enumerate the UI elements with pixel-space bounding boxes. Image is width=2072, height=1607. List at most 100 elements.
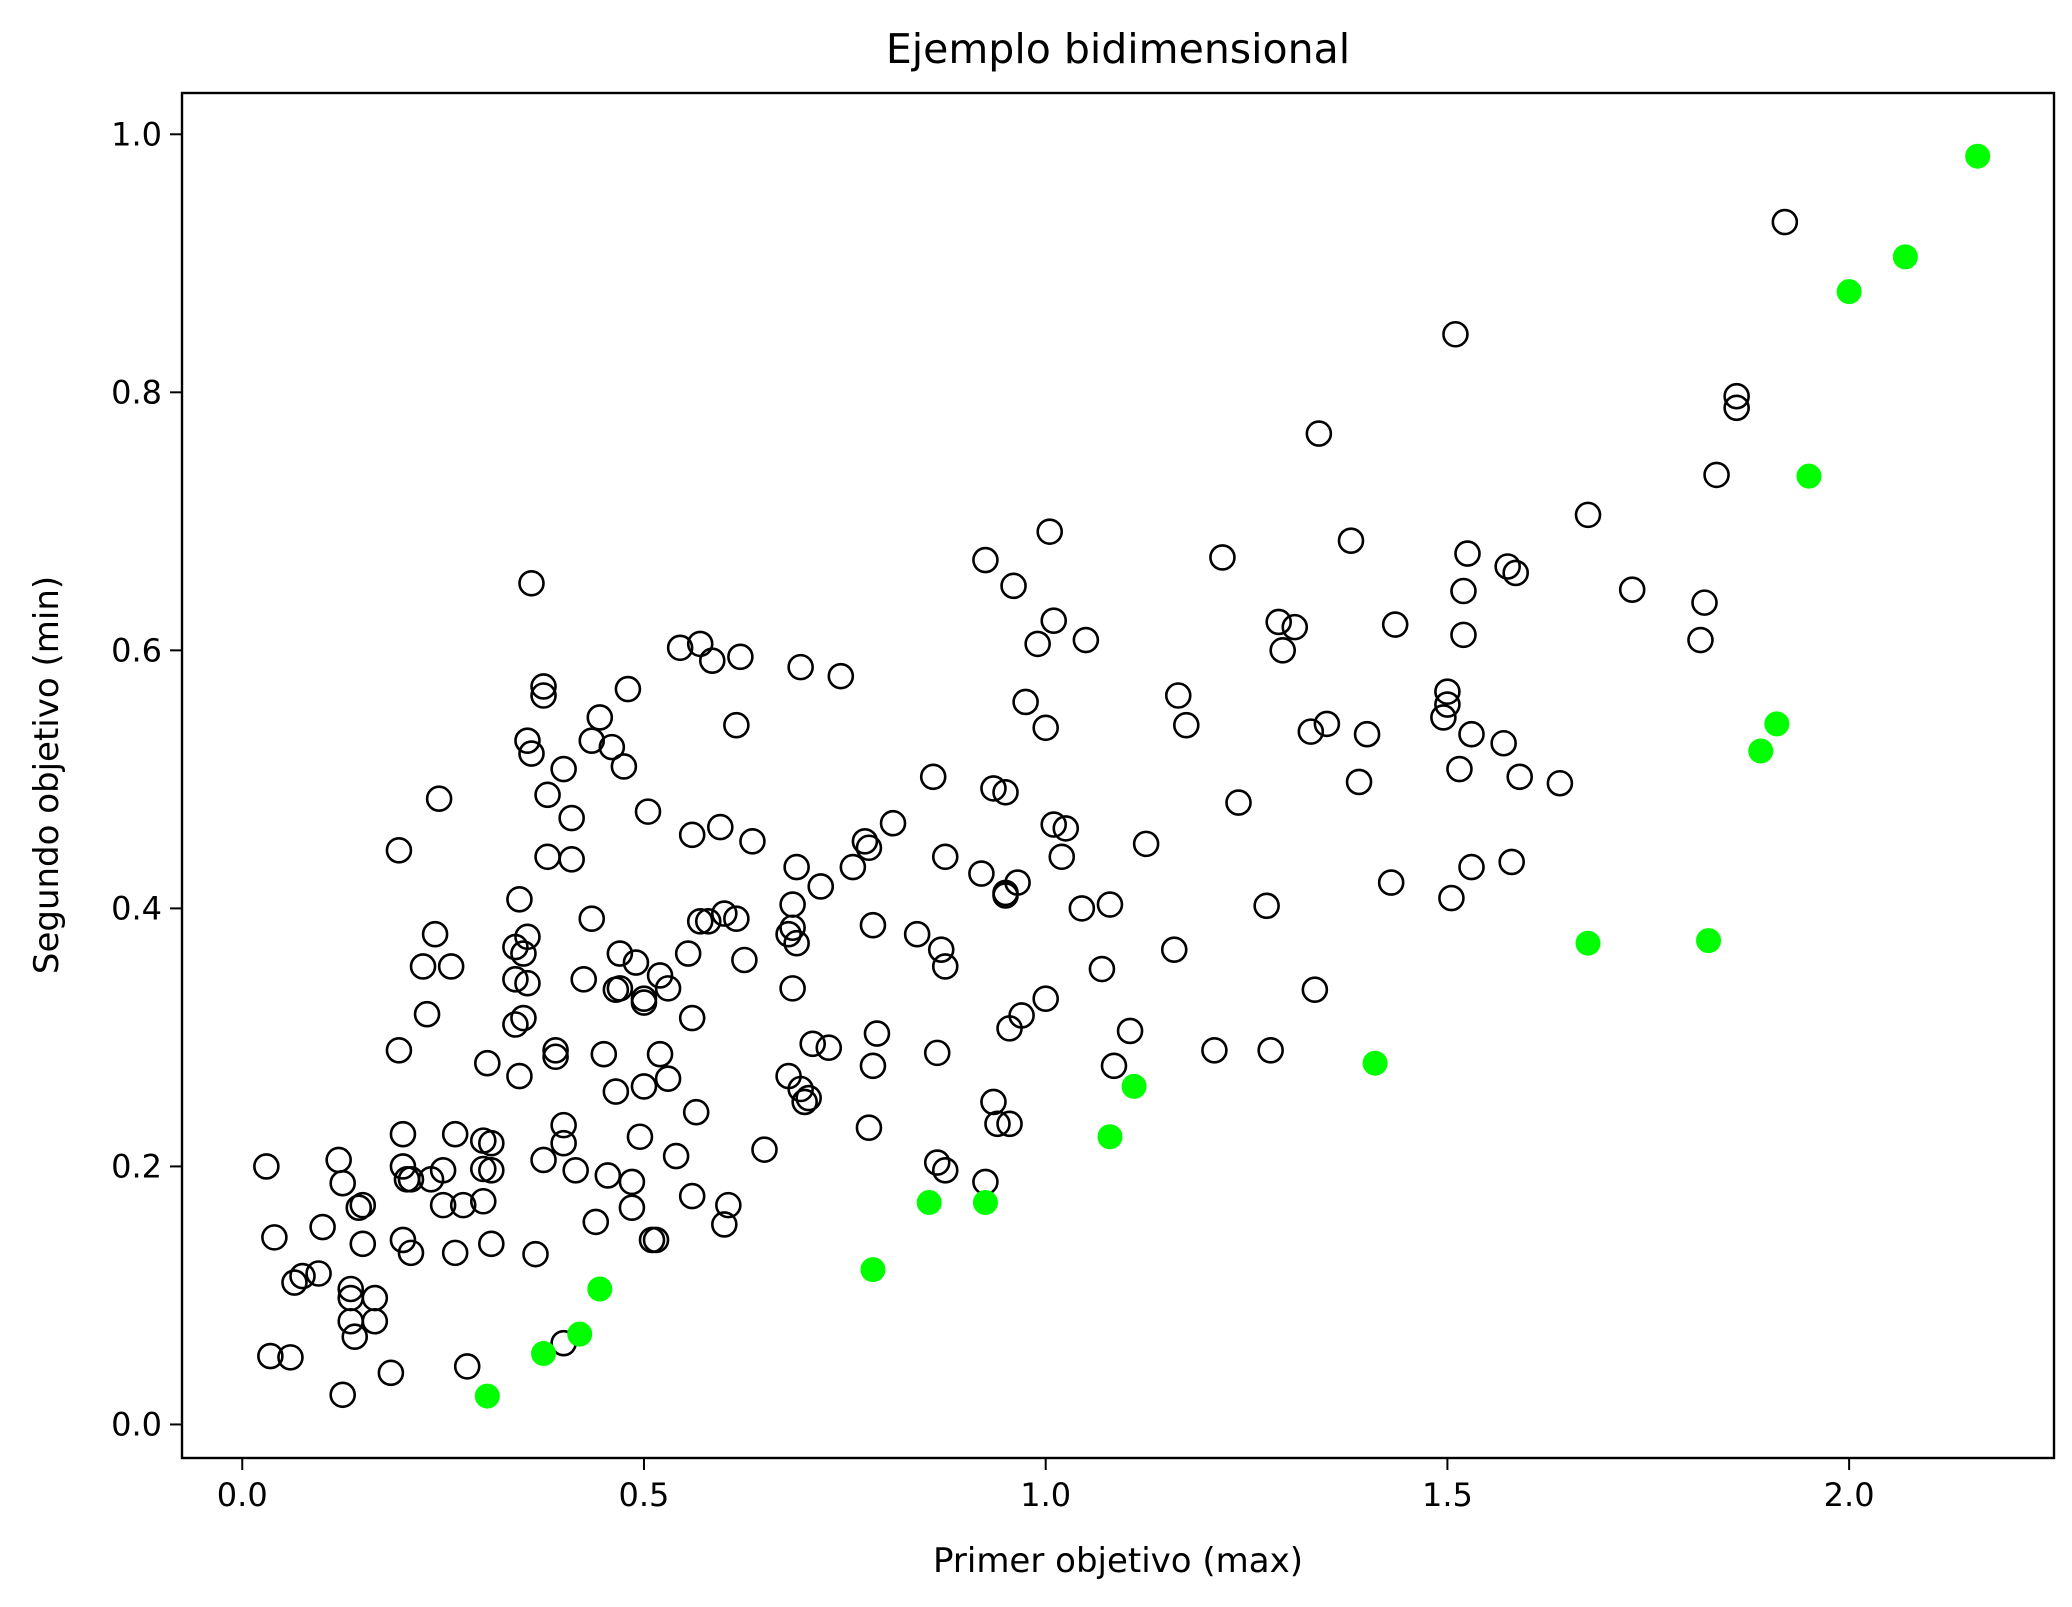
- dominated-point: [622, 949, 650, 976]
- dominated-point: [787, 1075, 814, 1103]
- dominated-point: [309, 1213, 336, 1241]
- dominated-point: [337, 1275, 365, 1303]
- dominated-point: [711, 900, 738, 927]
- dominated-point: [1297, 718, 1325, 745]
- dominated-point: [558, 846, 585, 873]
- dominated-point: [1506, 763, 1534, 791]
- dominated-point: [646, 962, 674, 989]
- dominated-point: [598, 733, 626, 761]
- dominated-point: [514, 727, 541, 754]
- dominated-point: [678, 1182, 706, 1210]
- dominated-point: [542, 1037, 569, 1064]
- dominated-point: [1687, 626, 1714, 654]
- dominated-point: [879, 809, 907, 837]
- x-tick-label: 0.0: [217, 1476, 268, 1514]
- dominated-point: [972, 546, 999, 574]
- dominated-point: [1618, 576, 1646, 604]
- dominated-point: [1450, 621, 1477, 649]
- dominated-point: [1281, 613, 1309, 641]
- dominated-point: [1024, 630, 1051, 658]
- dominated-point: [558, 804, 585, 832]
- pareto-point: [1362, 1050, 1388, 1076]
- pareto-point: [531, 1340, 557, 1366]
- dominated-point: [1040, 811, 1068, 838]
- dominated-point: [1088, 955, 1116, 983]
- dominated-point: [377, 1359, 405, 1387]
- pareto-point: [1748, 738, 1774, 764]
- dominated-point: [859, 911, 887, 939]
- dominated-point: [1377, 869, 1405, 896]
- dominated-point: [570, 966, 598, 993]
- dominated-point: [550, 1129, 577, 1157]
- dominated-point: [478, 1156, 505, 1184]
- y-tick-label: 0.4: [111, 889, 162, 927]
- dominated-point: [855, 834, 883, 862]
- dominated-point: [839, 853, 867, 881]
- dominated-point: [530, 1146, 557, 1174]
- dominated-point: [409, 953, 437, 980]
- dominated-point: [510, 940, 537, 967]
- dominated-point: [610, 753, 638, 780]
- dominated-point: [779, 975, 806, 1002]
- dominated-point: [779, 891, 806, 918]
- dominated-point: [1305, 420, 1333, 447]
- dominated-point: [1442, 320, 1469, 348]
- dominated-point: [1052, 815, 1080, 842]
- dominated-point: [437, 953, 465, 980]
- pareto-point: [1575, 930, 1601, 956]
- dominated-point: [1430, 704, 1457, 731]
- dominated-point: [980, 1088, 1007, 1116]
- pareto-point: [1965, 143, 1991, 169]
- dominated-point: [751, 1136, 778, 1163]
- dominated-point: [654, 1065, 682, 1092]
- dominated-point: [630, 989, 658, 1016]
- dominated-point: [453, 1353, 481, 1380]
- dominated-point: [1502, 559, 1529, 587]
- dominated-point: [618, 1168, 646, 1196]
- dominated-point: [530, 673, 557, 700]
- dominated-point: [1458, 853, 1485, 881]
- dominated-point: [968, 860, 995, 887]
- dominated-point: [514, 969, 541, 997]
- plot-frame: [180, 91, 2056, 1460]
- dominated-point: [662, 1142, 690, 1170]
- dominated-point: [654, 975, 682, 1002]
- dominated-point: [727, 643, 754, 671]
- dominated-point: [385, 1037, 413, 1064]
- dominated-point: [698, 647, 726, 674]
- dominated-point: [927, 936, 955, 963]
- dominated-point: [478, 1230, 505, 1258]
- pareto-point: [567, 1321, 593, 1347]
- dominated-point: [289, 1262, 316, 1290]
- dominated-point: [578, 905, 606, 933]
- dominated-point: [1000, 572, 1027, 600]
- pareto-point: [1696, 928, 1722, 954]
- dominated-point: [1032, 985, 1059, 1012]
- dominated-point: [783, 929, 810, 957]
- dominated-point: [261, 1224, 288, 1251]
- pareto-point: [1892, 244, 1918, 270]
- dominated-point: [1490, 729, 1517, 757]
- dominated-point: [578, 727, 606, 754]
- dominated-point: [329, 1169, 356, 1197]
- dominated-point: [674, 940, 702, 967]
- y-tick-label: 0.6: [111, 631, 162, 669]
- dominated-point: [478, 1129, 505, 1157]
- dominated-point: [919, 763, 947, 791]
- dominated-point: [253, 1153, 280, 1180]
- dominated-point: [1454, 540, 1481, 567]
- dominated-point: [606, 975, 634, 1002]
- dominated-point: [851, 827, 879, 855]
- dominated-point: [646, 1040, 674, 1068]
- dominated-point: [594, 1162, 622, 1189]
- dominated-point: [586, 704, 614, 731]
- dominated-point: [1723, 394, 1750, 422]
- dominated-point: [642, 1226, 670, 1254]
- dominated-point: [1116, 1017, 1144, 1045]
- x-tick-label: 2.0: [1824, 1476, 1875, 1514]
- dominated-point: [602, 1078, 630, 1105]
- dominated-point: [1096, 891, 1124, 918]
- dominated-point: [739, 827, 766, 855]
- dominated-point: [783, 853, 810, 881]
